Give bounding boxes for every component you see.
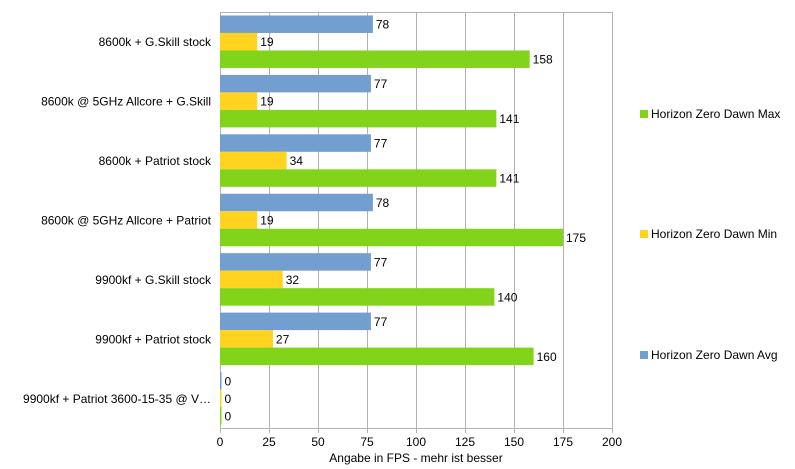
bar [220,92,258,110]
bar [220,407,222,425]
bar [220,372,222,390]
data-label: 0 [225,409,232,423]
x-tick-label: 175 [553,435,573,449]
x-tick-label: 25 [262,435,276,449]
data-label: 19 [260,214,274,228]
data-label: 19 [260,35,274,49]
bar [220,389,222,408]
legend-label: Horizon Zero Dawn Max [651,107,780,121]
x-tick-label: 150 [504,435,524,449]
data-label: 32 [286,273,300,287]
x-tick-label: 50 [311,435,325,449]
bar [220,211,258,229]
legend-label: Horizon Zero Dawn Avg [651,348,778,362]
x-axis-title: Angabe in FPS - mehr ist besser [329,451,502,465]
data-label: 77 [374,137,388,151]
data-label: 0 [225,374,232,388]
data-label: 140 [497,290,517,304]
x-tick-label: 200 [602,435,622,449]
category-label: 8600k + G.Skill stock [99,35,212,49]
legend: Horizon Zero Dawn Max Horizon Zero Dawn M… [640,107,780,362]
category-label: 9900kf + G.Skill stock [95,273,212,287]
data-label: 175 [566,231,586,245]
data-label: 141 [499,112,519,126]
data-label: 19 [260,95,274,109]
category-label: 8600k + Patriot stock [99,154,212,168]
category-label: 9900kf + Patriot 3600-15-35 @ V… [23,392,211,406]
data-label: 27 [276,332,290,346]
category-label: 8600k @ 5GHz Allcore + Patriot [41,214,212,228]
bars [220,15,563,425]
bar [220,169,497,187]
bar [220,32,258,51]
data-label: 77 [374,255,388,269]
bar [220,270,283,289]
bar [220,228,563,247]
data-labels: 78 19 158 77 19 141 77 34 141 78 19 175 77 32 140 77 27 1… [225,18,587,424]
bar [220,134,371,152]
data-label: 77 [374,315,388,329]
data-label: 141 [499,172,519,186]
bar [220,74,371,93]
x-tick-label: 125 [455,435,475,449]
legend-swatch [640,230,648,238]
legend-swatch [640,110,648,118]
bar [220,312,371,331]
bar [220,151,287,170]
x-tick-label: 75 [360,435,374,449]
data-label: 78 [376,18,390,32]
bar [220,288,495,306]
bar [220,50,530,68]
data-label: 77 [374,77,388,91]
bar [220,15,373,33]
bar [220,253,371,271]
x-tick-label: 0 [217,435,224,449]
category-label: 9900kf + Patriot stock [95,332,212,346]
legend-label: Horizon Zero Dawn Min [651,227,777,241]
bar [220,347,534,366]
data-label: 0 [225,392,232,406]
data-label: 34 [290,154,304,168]
data-label: 158 [533,53,553,67]
x-tick-labels: 0 25 50 75 100 125 150 175 200 [217,435,623,449]
category-labels: 8600k + G.Skill stock 8600k @ 5GHz Allcor… [23,35,212,406]
bar [220,193,373,212]
data-label: 160 [537,350,557,364]
category-label: 8600k @ 5GHz Allcore + G.Skill [41,95,211,109]
x-tick-label: 100 [406,435,426,449]
bar [220,330,273,348]
legend-swatch [640,351,648,359]
data-label: 78 [376,196,390,210]
bar [220,109,497,128]
